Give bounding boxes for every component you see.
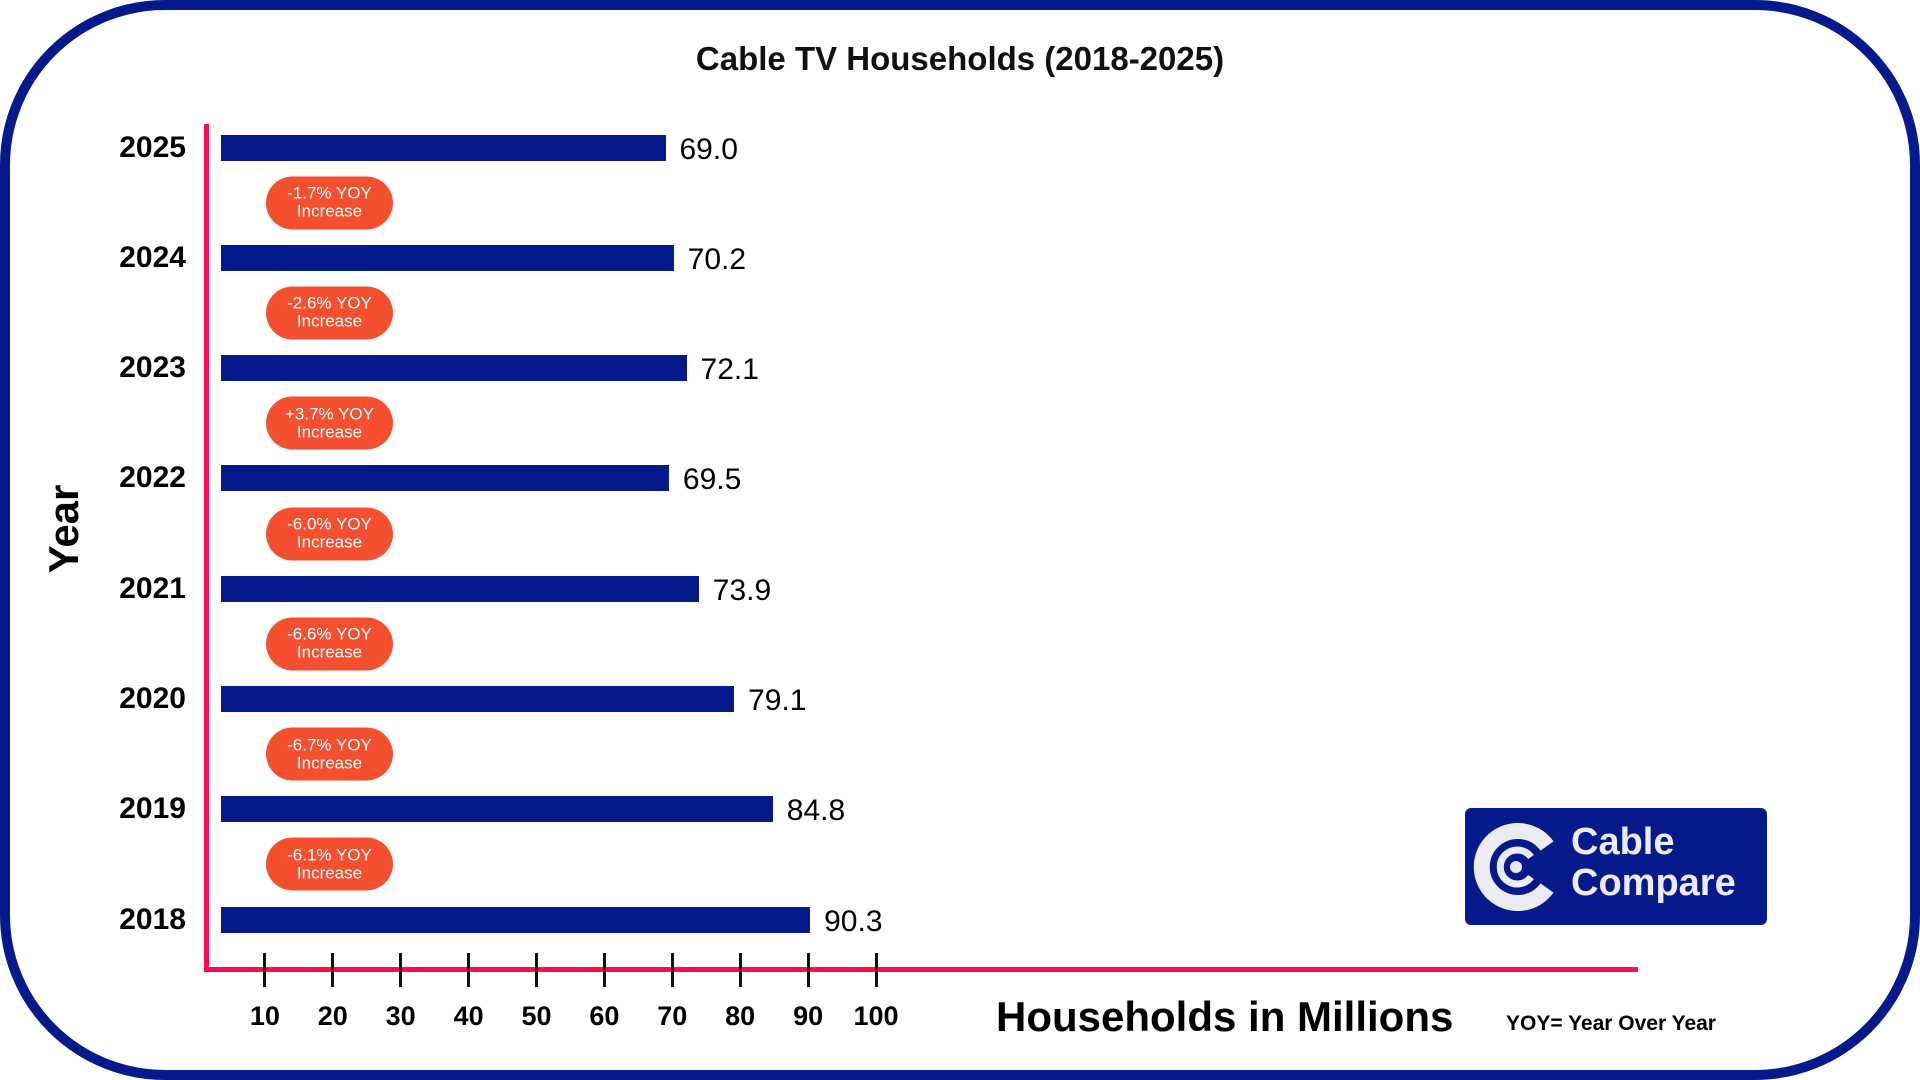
y-tick-label: 2025 <box>119 130 186 164</box>
logo-text: Cable Compare <box>1571 822 1736 904</box>
x-tick-label: 70 <box>657 1001 688 1031</box>
yoy-badge: -6.7% YOY Increase <box>266 727 393 781</box>
x-tick-label: 60 <box>589 1001 620 1031</box>
y-axis-line <box>204 124 209 972</box>
y-tick-label: 2018 <box>119 902 186 936</box>
x-tick-label: 50 <box>521 1001 552 1031</box>
bar-2021 <box>221 575 699 602</box>
yoy-badge-line1: -6.1% YOY <box>287 845 372 865</box>
x-tick-mark <box>738 953 742 987</box>
yoy-badge-line2: Increase <box>296 863 363 883</box>
bar-2019 <box>221 796 773 823</box>
yoy-badge-line2: Increase <box>296 532 363 552</box>
y-tick-label: 2019 <box>119 792 186 826</box>
yoy-badge-line2: Increase <box>296 422 363 442</box>
yoy-badge-line2: Increase <box>296 311 363 331</box>
yoy-badge: -6.6% YOY Increase <box>266 617 393 671</box>
bar-value-label: 69.5 <box>682 463 742 497</box>
bar-2023 <box>221 355 687 382</box>
y-tick-label: 2021 <box>119 571 186 605</box>
logo-line1: Cable <box>1571 821 1675 863</box>
x-tick-mark <box>670 953 674 987</box>
bar-2018 <box>221 906 811 933</box>
x-tick-label: 80 <box>725 1001 756 1031</box>
yoy-badge-line1: -6.6% YOY <box>287 624 372 644</box>
x-tick-mark <box>263 953 267 987</box>
bar-2020 <box>221 686 735 712</box>
y-tick-label: 2020 <box>119 682 186 715</box>
bar-value-label: 73.9 <box>712 573 772 607</box>
bar-value-label: 90.3 <box>824 904 883 938</box>
bar-value-label: 84.8 <box>786 794 846 828</box>
yoy-badge-line2: Increase <box>296 642 363 662</box>
yoy-badge-line2: Increase <box>296 201 363 221</box>
yoy-badge: +3.7% YOY Increase <box>266 396 393 450</box>
x-tick-label: 20 <box>317 1001 348 1031</box>
x-tick-label: 10 <box>249 1001 280 1031</box>
y-tick-label: 2023 <box>119 351 186 385</box>
x-tick-mark <box>399 953 403 987</box>
yoy-note: YOY= Year Over Year <box>1506 1012 1716 1035</box>
y-tick-label: 2022 <box>119 461 186 495</box>
x-tick-label: 40 <box>453 1001 484 1031</box>
bar-2024 <box>221 244 674 271</box>
bar-value-label: 70.2 <box>687 242 747 276</box>
chart-title: Cable TV Households (2018-2025) <box>695 40 1225 77</box>
x-tick-label: 100 <box>853 1001 899 1031</box>
x-tick-mark <box>331 953 335 987</box>
yoy-badge-line1: -6.0% YOY <box>287 514 372 534</box>
logo-line2: Compare <box>1571 862 1736 904</box>
x-tick-mark <box>535 953 538 987</box>
yoy-badge-line2: Increase <box>296 753 363 773</box>
yoy-badge-line1: -1.7% YOY <box>287 183 372 203</box>
bar-2025 <box>221 134 666 161</box>
x-tick-mark <box>806 953 810 987</box>
yoy-badge: -2.6% YOY Increase <box>266 286 393 340</box>
yoy-badge: -1.7% YOY Increase <box>266 176 393 230</box>
yoy-badge: -6.0% YOY Increase <box>266 507 393 561</box>
x-tick-mark <box>874 953 878 987</box>
yoy-badge-line1: -2.6% YOY <box>287 293 372 313</box>
y-tick-label: 2024 <box>119 240 186 274</box>
bar-value-label: 72.1 <box>700 353 759 387</box>
yoy-badge-line1: -6.7% YOY <box>287 735 372 755</box>
yoy-badge-line1: +3.7% YOY <box>285 404 374 424</box>
bar-2022 <box>221 465 669 492</box>
x-tick-mark <box>467 953 471 987</box>
x-tick-label: 90 <box>793 1001 824 1031</box>
bar-value-label: 69.0 <box>679 132 738 166</box>
yoy-badge: -6.1% YOY Increase <box>266 837 393 891</box>
x-tick-mark <box>602 953 606 987</box>
x-axis-label: Households in Millions <box>996 993 1454 1040</box>
cable-compare-logo: Cable Compare <box>1465 808 1767 925</box>
logo-c-icon <box>1473 823 1554 911</box>
x-axis-line <box>204 967 1638 972</box>
x-tick-label: 30 <box>385 1001 416 1031</box>
y-axis-label: Year <box>40 484 87 574</box>
bar-value-label: 79.1 <box>748 684 807 717</box>
